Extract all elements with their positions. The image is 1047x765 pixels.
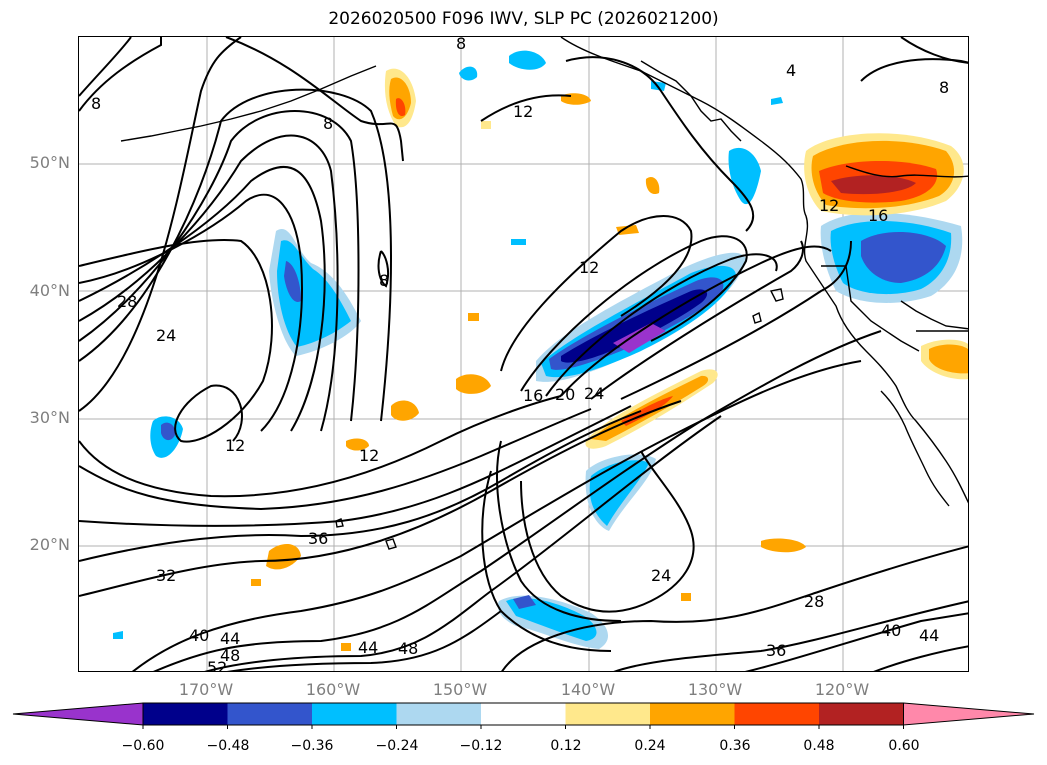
colorbar — [12, 702, 1035, 729]
lon-label-170w: 170°W — [178, 680, 234, 699]
colorbar-tick-label: 0.12 — [550, 738, 582, 754]
contour-label: 4 — [786, 61, 796, 80]
colorbar-segment — [650, 703, 735, 725]
lon-label-150w: 150°W — [432, 680, 488, 699]
contour-label: 32 — [156, 566, 176, 585]
contour-label: 8 — [379, 271, 389, 290]
colorbar-tick-label: −0.36 — [290, 738, 334, 754]
colorbar-border — [142, 702, 904, 726]
colorbar-tick-label: 0.60 — [888, 738, 920, 754]
colorbar-segment — [481, 703, 566, 725]
contour-label: 8 — [939, 78, 949, 97]
contour-label: 24 — [651, 566, 671, 585]
iwv-anomaly-fill — [113, 50, 968, 651]
lat-label-50n: 50°N — [29, 153, 70, 172]
contour-label: 16 — [523, 386, 543, 405]
lat-label-30n: 30°N — [29, 408, 70, 427]
colorbar-segment — [227, 703, 312, 725]
colorbar-tick-label: 0.36 — [719, 738, 751, 754]
contour-label: 44 — [358, 638, 378, 657]
map-panel: 8 8 8 4 8 12 12 8 12 16 28 24 12 12 16 2… — [78, 36, 969, 672]
lon-label-130w: 130°W — [687, 680, 743, 699]
contour-label: 36 — [308, 529, 328, 548]
colorbar-extend-left — [12, 702, 144, 726]
contour-label: 8 — [323, 114, 333, 133]
colorbar-segment — [312, 703, 397, 725]
colorbar-extend-right — [903, 702, 1035, 726]
contour-label: 12 — [819, 196, 839, 215]
colorbar-tick-label: 0.24 — [634, 738, 666, 754]
contour-label: 36 — [766, 641, 786, 660]
lon-label-140w: 140°W — [560, 680, 616, 699]
lon-label-120w: 120°W — [814, 680, 870, 699]
slp-contours — [79, 37, 968, 671]
lat-label-20n: 20°N — [29, 535, 70, 554]
colorbar-tick-label: 0.48 — [803, 738, 835, 754]
contour-label: 40 — [881, 621, 901, 640]
contour-label: 44 — [220, 629, 240, 648]
contour-label: 24 — [584, 384, 604, 403]
contour-label: 8 — [456, 37, 466, 53]
colorbar-tick-label: −0.24 — [375, 738, 419, 754]
lat-label-40n: 40°N — [29, 281, 70, 300]
colorbar-segment — [396, 703, 481, 725]
contour-label: 12 — [513, 102, 533, 121]
contour-label: 8 — [91, 94, 101, 113]
contour-label: 16 — [868, 206, 888, 225]
contour-label: 20 — [555, 385, 575, 404]
contour-label: 48 — [220, 646, 240, 665]
colorbar-segment — [819, 703, 904, 725]
contour-label: 28 — [804, 592, 824, 611]
contour-label: 44 — [919, 626, 939, 645]
contour-label: 24 — [156, 326, 176, 345]
map-title: 2026020500 F096 IWV, SLP PC (2026021200) — [328, 9, 719, 29]
coastlines — [120, 37, 968, 550]
contour-label: 48 — [398, 639, 418, 658]
colorbar-segment — [734, 703, 819, 725]
colorbar-segment — [143, 703, 228, 725]
contour-labels: 8 8 8 4 8 12 12 8 12 16 28 24 12 12 16 2… — [91, 37, 949, 672]
gridlines — [79, 37, 968, 671]
colorbar-segment — [565, 703, 650, 725]
contour-label: 28 — [117, 292, 137, 311]
contour-label: 40 — [189, 626, 209, 645]
lon-label-160w: 160°W — [305, 680, 361, 699]
colorbar-tick-label: −0.12 — [459, 738, 503, 754]
colorbar-tick-label: −0.60 — [121, 738, 165, 754]
contour-label: 52 — [207, 658, 227, 672]
colorbar-tick-label: −0.48 — [206, 738, 250, 754]
contour-label: 12 — [225, 436, 245, 455]
contour-label: 12 — [359, 446, 379, 465]
contour-label: 12 — [579, 258, 599, 277]
